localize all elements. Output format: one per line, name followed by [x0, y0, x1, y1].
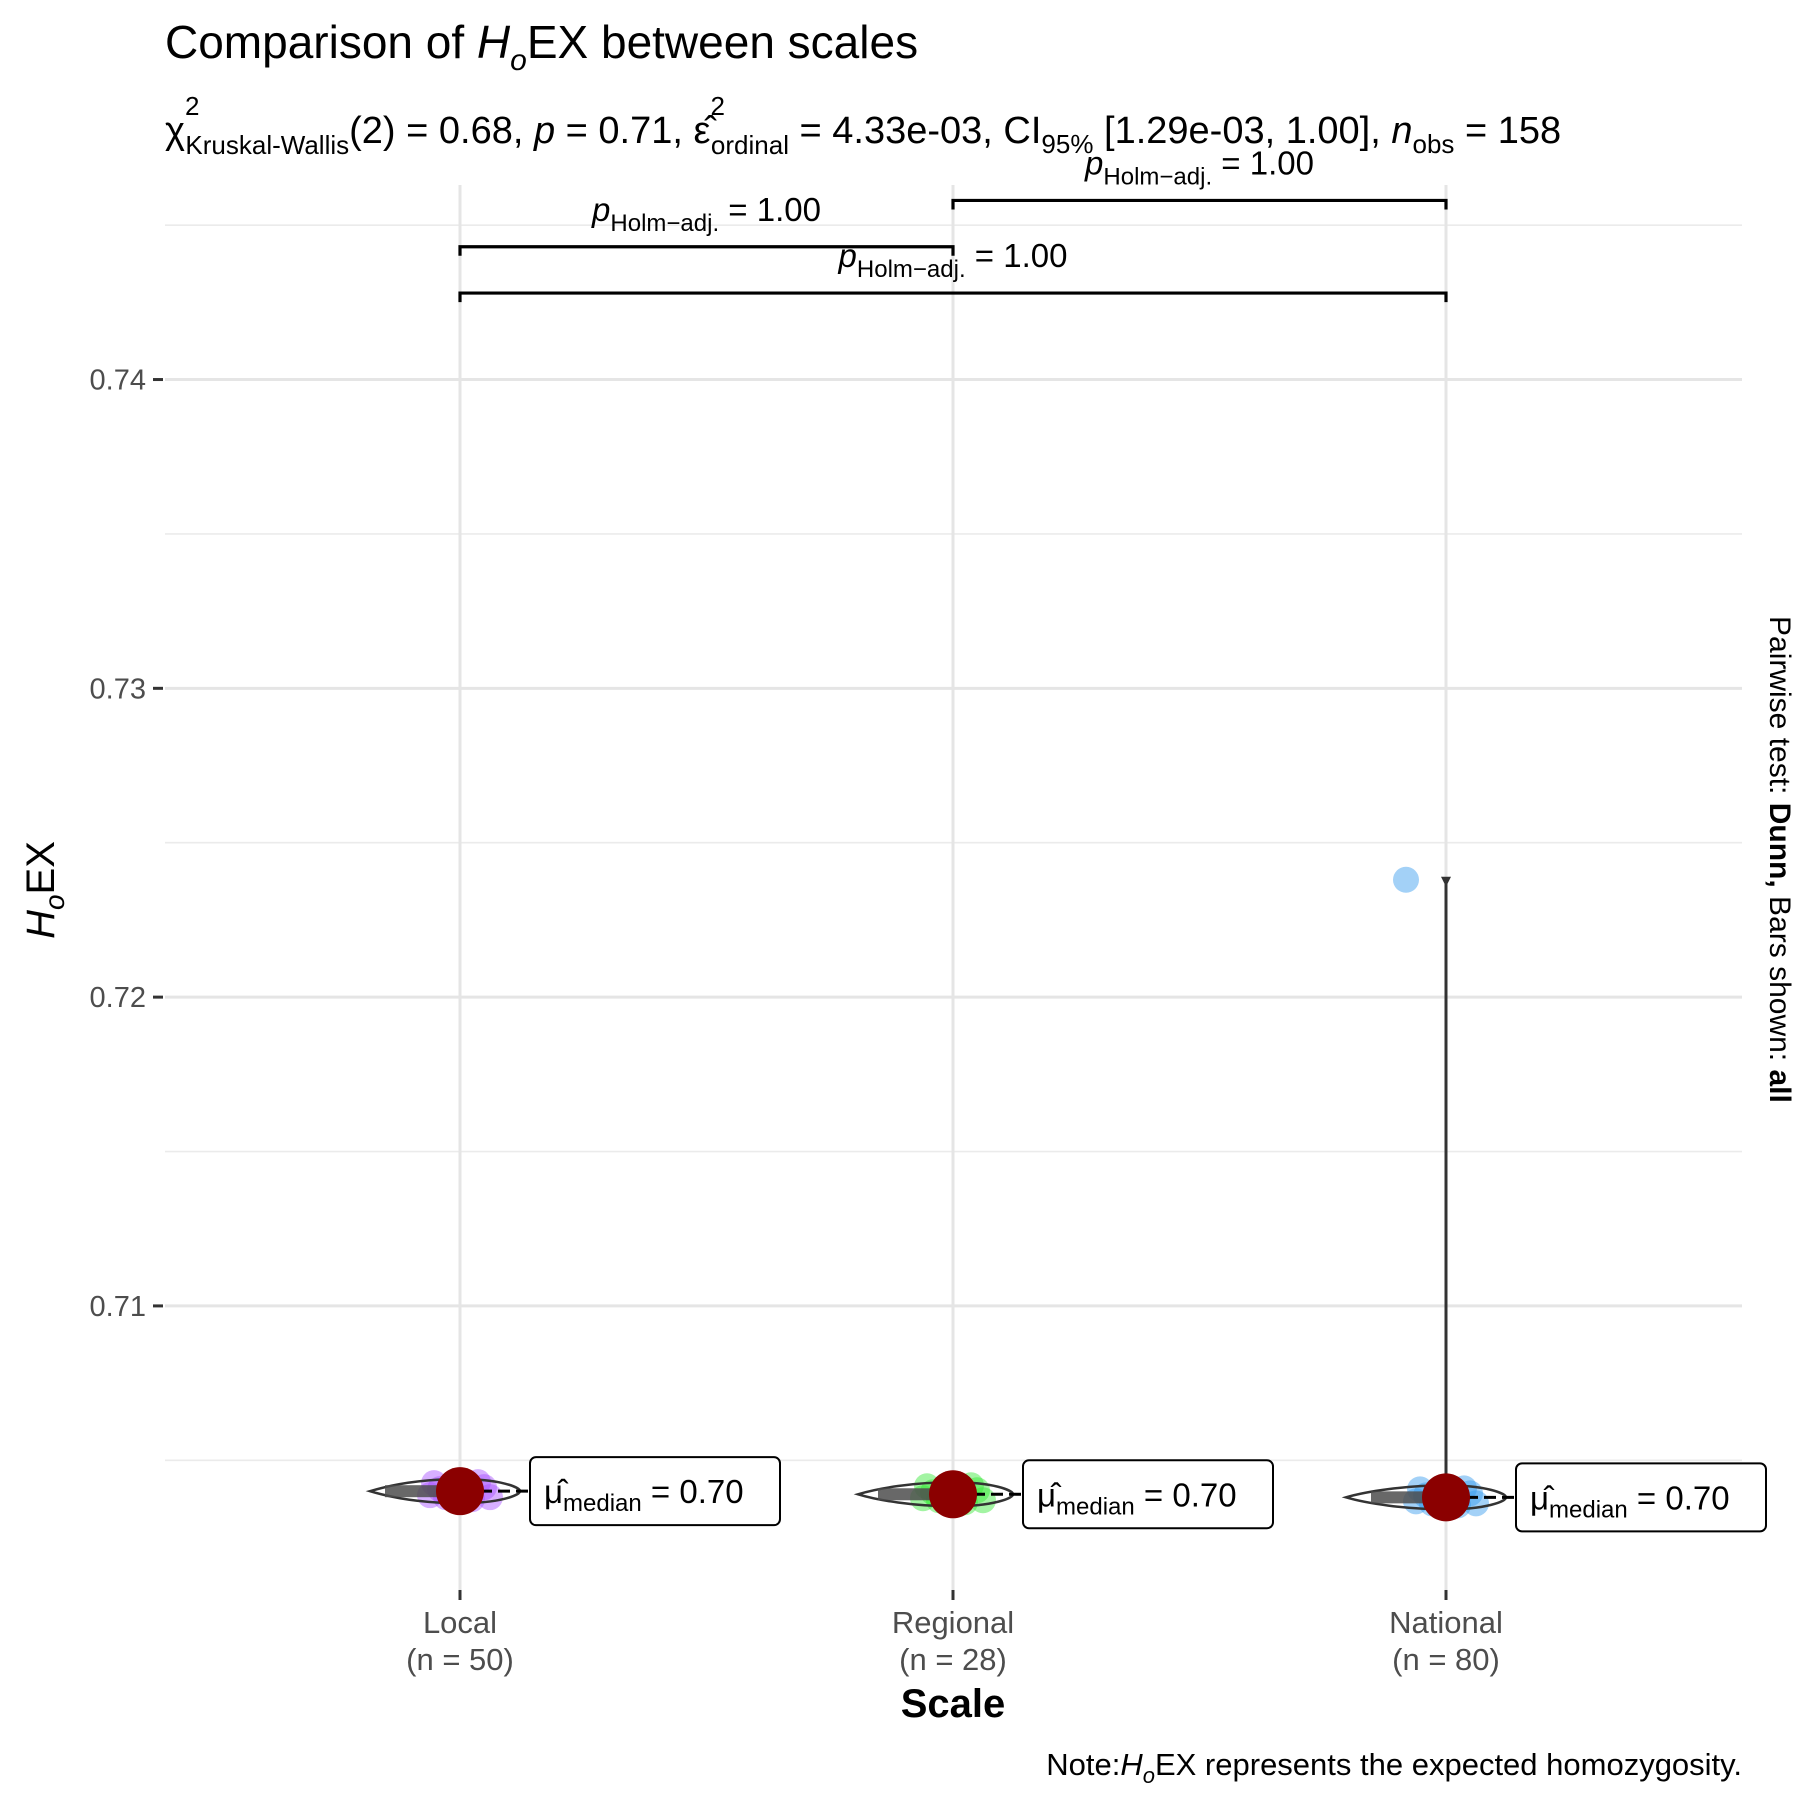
x-category-n-label: (n = 28) — [899, 1642, 1007, 1677]
x-category-label: Regional — [892, 1605, 1014, 1640]
median-point — [436, 1467, 484, 1516]
data-marks: μ̂median = 0.70 μ̂median = 0.70 μ̂median =… — [365, 866, 1767, 1533]
median-point — [1422, 1473, 1470, 1522]
y-tick-label: 0.73 — [90, 673, 146, 705]
whisker-cap — [1441, 876, 1451, 887]
comparison-label: pHolm−adj. = 1.00 — [591, 191, 821, 237]
chart-caption: Note:HoEX represents the expected homozy… — [1046, 1747, 1742, 1788]
comparison-label: pHolm−adj. = 1.00 — [838, 237, 1068, 283]
y-tick-label: 0.74 — [90, 365, 146, 397]
pairwise-comparison-brackets: pHolm−adj. = 1.00 pHolm−adj. = 1.00 pHolm−… — [458, 144, 1448, 303]
median-label-box — [529, 1456, 781, 1527]
x-category-label: National — [1389, 1605, 1503, 1640]
y-axis-title: HoEX — [19, 841, 70, 939]
x-category-n-label: (n = 80) — [1392, 1642, 1500, 1677]
chart-subtitle: χ2 Kruskal-Wallis(2) = 0.68, p = 0.71, ε̂… — [165, 91, 1561, 160]
x-axis-title: Scale — [901, 1682, 1006, 1726]
comparison-bracket — [458, 291, 1448, 303]
median-label: μ̂median = 0.70 — [544, 1473, 744, 1517]
x-category-label: Local — [423, 1605, 497, 1640]
outlier-point — [1393, 866, 1419, 893]
median-label: μ̂median = 0.70 — [1530, 1479, 1730, 1523]
y-axis: 0.71 0.72 0.73 0.74 — [90, 365, 163, 1323]
comparison-label: pHolm−adj. = 1.00 — [1084, 144, 1314, 190]
median-label-box — [1515, 1462, 1767, 1533]
x-category-n-label: (n = 50) — [406, 1642, 514, 1677]
x-axis: Local(n = 50) Regional(n = 28) National(n … — [406, 1590, 1503, 1677]
pairwise-test-label: Pairwise test: Dunn, Bars shown: all — [1763, 616, 1796, 1103]
y-tick-label: 0.71 — [90, 1291, 146, 1323]
gridlines — [165, 185, 1742, 1590]
median-label: μ̂median = 0.70 — [1037, 1476, 1237, 1520]
comparison-bracket — [458, 245, 955, 256]
median-label-box — [1022, 1459, 1274, 1530]
chart-title: Comparison of HoEX between scales — [165, 16, 918, 77]
median-point — [929, 1470, 977, 1519]
comparison-bracket — [951, 198, 1448, 210]
y-tick-label: 0.72 — [90, 982, 146, 1014]
